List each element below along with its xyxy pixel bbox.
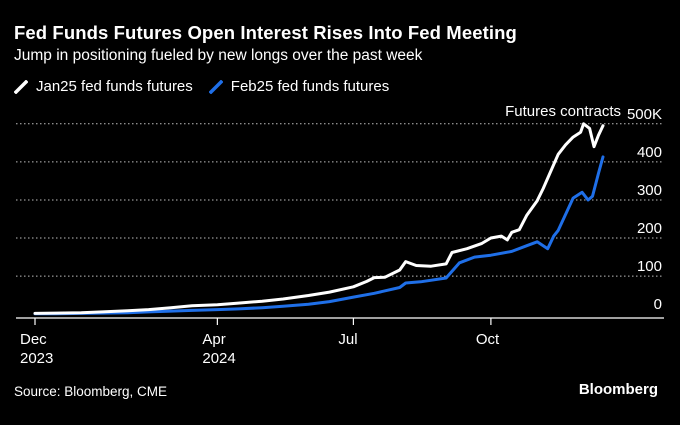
y-tick-label-100: 100 — [637, 258, 662, 275]
source-note: Source: Bloomberg, CME — [14, 384, 168, 399]
y-tick-label-300: 300 — [637, 182, 662, 199]
legend-swatch-jan25 — [14, 79, 28, 94]
legend: Jan25 fed funds futures Feb25 fed funds … — [14, 78, 405, 95]
series-line-jan25 — [33, 122, 605, 315]
legend-label-jan25: Jan25 fed funds futures — [36, 78, 193, 95]
x-tick-label-apr: Apr — [202, 331, 225, 348]
x-tick-label-jul: Jul — [338, 331, 357, 348]
y-tick-label-400: 400 — [637, 144, 662, 161]
y-axis-unit-label: Futures contracts — [505, 103, 621, 120]
y-tick-label-200: 200 — [637, 220, 662, 237]
legend-item-jan25: Jan25 fed funds futures — [14, 78, 193, 95]
legend-label-feb25: Feb25 fed funds futures — [230, 78, 390, 95]
y-tick-label-0: 0 — [654, 296, 662, 313]
x-tick-sublabel-2024: 2024 — [202, 350, 235, 367]
x-tick-label-dec: Dec — [20, 331, 47, 348]
y-tick-label-500: 500K — [627, 106, 662, 123]
x-tick-sublabel-2023: 2023 — [20, 350, 53, 367]
chart-title: Fed Funds Futures Open Interest Rises In… — [14, 22, 517, 43]
x-tick-label-oct: Oct — [476, 331, 500, 348]
bloomberg-logo: Bloomberg — [578, 381, 658, 398]
legend-swatch-feb25 — [208, 79, 223, 94]
series-line-feb25 — [33, 155, 605, 316]
chart-subtitle: Jump in positioning fueled by new longs … — [14, 47, 423, 64]
legend-item-feb25: Feb25 fed funds futures — [208, 78, 390, 95]
